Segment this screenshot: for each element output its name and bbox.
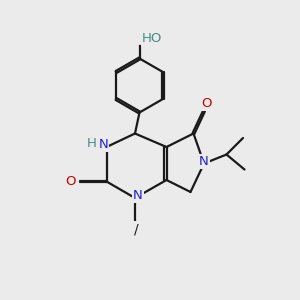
Text: N: N [99,138,108,152]
Text: O: O [202,97,212,110]
Text: H: H [87,137,97,150]
Text: N: N [133,189,143,203]
Text: N: N [199,155,209,168]
Text: /: / [134,223,138,236]
Text: HO: HO [142,32,162,46]
Text: O: O [65,175,76,188]
